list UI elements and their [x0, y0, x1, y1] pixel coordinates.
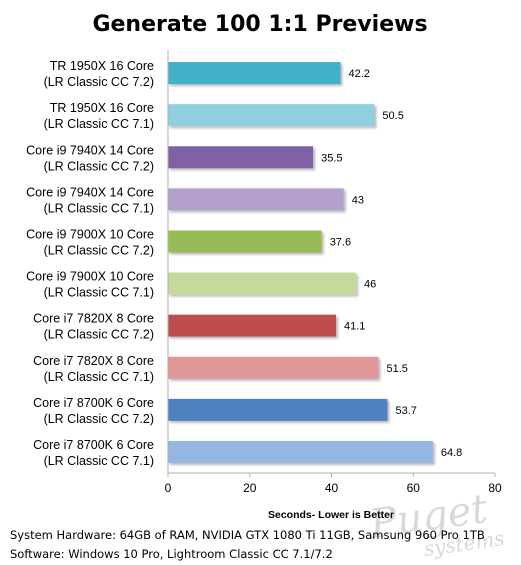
bar [168, 314, 336, 337]
x-tick-label: 0 [165, 481, 172, 495]
category-label-line-2: (LR Classic CC 7.2) [44, 328, 154, 342]
x-tick-label: 60 [407, 481, 421, 495]
bar-value-label: 46 [364, 279, 376, 291]
category-label-line-2: (LR Classic CC 7.1) [44, 286, 154, 300]
bar-value-label: 64.8 [441, 447, 462, 459]
category-label-line-2: (LR Classic CC 7.2) [44, 412, 154, 426]
chart-title: Generate 100 1:1 Previews [92, 12, 427, 37]
bar [168, 356, 379, 379]
category-label-line-2: (LR Classic CC 7.1) [44, 201, 154, 215]
watermark-logo: Puget systems [366, 486, 506, 561]
category-label-line-1: TR 1950X 16 Core [50, 59, 154, 73]
bar [168, 230, 322, 253]
category-label-line-1: Core i9 7940X 14 Core [26, 185, 154, 199]
bars-layer: 42.2 50.5 35.5 43 37.6 46 41.1 51.5 53.7 64.8 [168, 62, 462, 463]
bar [168, 398, 388, 421]
category-label-line-2: (LR Classic CC 7.1) [44, 117, 154, 131]
bar-value-label: 37.6 [330, 236, 351, 248]
bar [168, 104, 375, 127]
category-label-line-2: (LR Classic CC 7.2) [44, 75, 154, 89]
bar-value-label: 35.5 [321, 152, 342, 164]
category-label-line-2: (LR Classic CC 7.1) [44, 370, 154, 384]
category-label-line-1: Core i7 7820X 8 Core [33, 354, 154, 368]
category-label-line-2: (LR Classic CC 7.2) [44, 243, 154, 257]
category-label-line-1: Core i7 8700K 6 Core [33, 396, 154, 410]
x-axis: 0 20 40 60 80 [165, 50, 502, 495]
bar-value-label: 51.5 [387, 363, 408, 375]
category-label-line-1: Core i7 8700K 6 Core [33, 438, 154, 452]
category-label-line-1: Core i9 7900X 10 Core [26, 270, 154, 284]
bar [168, 146, 314, 169]
bar [168, 188, 344, 211]
category-labels: TR 1950X 16 Core (LR Classic CC 7.2) TR 19… [26, 59, 154, 468]
category-label-line-2: (LR Classic CC 7.1) [44, 454, 154, 468]
bar-value-label: 53.7 [395, 405, 416, 417]
footer-software: Software: Windows 10 Pro, Lightroom Clas… [10, 547, 333, 561]
bar [168, 440, 433, 463]
x-axis-label: Seconds- Lower is Better [268, 509, 394, 521]
category-label-line-1: Core i9 7940X 14 Core [26, 143, 154, 157]
category-label-line-1: TR 1950X 16 Core [50, 101, 154, 115]
category-label-line-1: Core i9 7900X 10 Core [26, 227, 154, 241]
bar-value-label: 41.1 [344, 321, 365, 333]
bar [168, 272, 357, 295]
bar-value-label: 43 [352, 194, 364, 206]
footer-hardware: System Hardware: 64GB of RAM, NVIDIA GTX… [10, 528, 485, 542]
bar-value-label: 50.5 [382, 110, 403, 122]
category-label-line-2: (LR Classic CC 7.2) [44, 159, 154, 173]
x-tick-label: 40 [325, 481, 339, 495]
x-tick-label: 20 [243, 481, 257, 495]
bar [168, 62, 341, 85]
category-label-line-1: Core i7 7820X 8 Core [33, 312, 154, 326]
bar-value-label: 42.2 [348, 68, 369, 80]
x-tick-label: 80 [488, 481, 502, 495]
